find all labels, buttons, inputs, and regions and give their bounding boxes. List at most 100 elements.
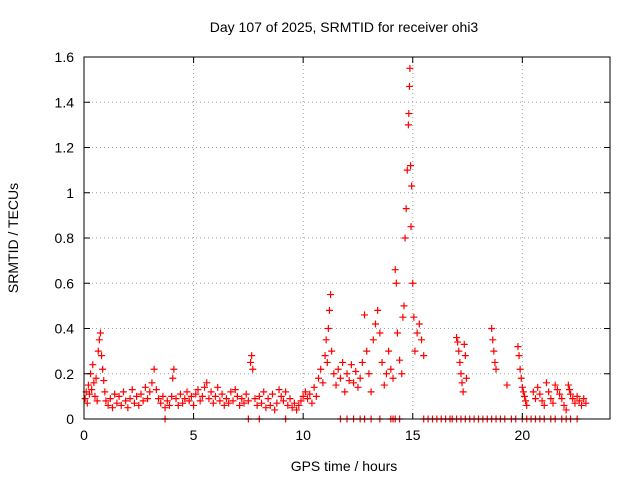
data-point	[328, 347, 336, 355]
data-point	[155, 395, 163, 403]
data-point	[161, 404, 169, 412]
data-point	[92, 374, 100, 382]
data-point	[411, 347, 419, 355]
data-point	[458, 379, 466, 387]
data-point	[569, 395, 577, 403]
data-point	[214, 383, 222, 391]
data-point	[90, 379, 98, 387]
data-point	[102, 397, 110, 405]
data-point	[251, 395, 259, 403]
y-tick-label: 1.4	[55, 94, 75, 110]
data-point	[573, 392, 581, 400]
data-point	[266, 401, 274, 409]
data-point	[91, 392, 99, 400]
data-point	[111, 390, 119, 398]
data-point	[293, 406, 301, 414]
data-point	[403, 166, 411, 174]
x-tick-label: 10	[295, 427, 311, 443]
data-point	[84, 381, 92, 389]
data-point	[181, 395, 189, 403]
x-axis-label: GPS time / hours	[291, 458, 398, 474]
grid	[84, 57, 610, 419]
data-point	[545, 388, 553, 396]
data-point	[148, 379, 156, 387]
data-point	[194, 386, 202, 394]
data-point	[99, 365, 107, 373]
data-point	[94, 347, 102, 355]
data-point	[222, 395, 230, 403]
data-point	[361, 311, 369, 319]
x-tick-label: 5	[190, 427, 198, 443]
data-point	[187, 392, 195, 400]
data-point	[85, 390, 93, 398]
x-tick-label: 15	[405, 427, 421, 443]
data-point	[418, 336, 426, 344]
data-point	[315, 374, 323, 382]
data-point	[358, 358, 366, 366]
data-point	[565, 386, 573, 394]
y-tick-labels: 0 0.2 0.4 0.6 0.8 1 1.2 1.4 1.6	[55, 49, 75, 427]
data-point	[264, 395, 272, 403]
data-point	[229, 397, 237, 405]
data-point	[387, 365, 395, 373]
data-point	[268, 390, 276, 398]
data-point	[190, 401, 198, 409]
data-point	[540, 401, 548, 409]
data-point	[371, 320, 379, 328]
data-series	[81, 64, 590, 423]
data-point	[286, 395, 294, 403]
data-point	[310, 383, 318, 391]
data-point	[575, 397, 583, 405]
data-point	[460, 340, 468, 348]
data-point	[249, 365, 257, 373]
y-tick-label: 0.2	[55, 366, 75, 382]
data-point	[297, 397, 305, 405]
data-point	[341, 388, 349, 396]
y-tick-label: 1.6	[55, 49, 75, 65]
data-point	[212, 392, 219, 400]
data-point	[170, 365, 178, 373]
data-point	[83, 399, 91, 407]
data-point	[290, 399, 298, 407]
data-point	[260, 388, 268, 396]
data-point	[323, 358, 331, 366]
data-point	[407, 162, 415, 170]
data-point	[521, 392, 529, 400]
data-point	[89, 361, 97, 369]
data-point	[491, 358, 499, 366]
data-point	[408, 182, 416, 190]
data-point	[352, 367, 360, 375]
data-point	[227, 388, 235, 396]
data-point	[207, 388, 215, 396]
data-point	[108, 404, 116, 412]
data-point	[203, 379, 211, 387]
data-point	[454, 338, 462, 346]
data-point	[165, 401, 173, 409]
data-point	[410, 313, 418, 321]
data-point	[93, 397, 101, 405]
data-point	[350, 379, 358, 387]
data-point	[122, 397, 130, 405]
data-point	[334, 365, 342, 373]
data-point	[376, 329, 384, 337]
data-point	[392, 279, 400, 287]
data-point	[488, 325, 496, 332]
data-point	[522, 397, 530, 405]
data-point	[413, 329, 421, 337]
y-tick-label: 0.4	[55, 321, 75, 337]
data-point	[453, 334, 461, 342]
data-point	[456, 358, 464, 366]
data-point	[553, 386, 561, 394]
data-point	[519, 388, 527, 396]
y-axis-label: SRMTID / TECUs	[5, 183, 21, 293]
data-point	[284, 401, 292, 409]
data-point	[354, 383, 362, 391]
data-point	[523, 401, 531, 409]
data-point	[322, 336, 330, 344]
data-point	[88, 386, 96, 394]
y-tick-label: 0	[66, 411, 74, 427]
data-point	[536, 390, 544, 398]
data-point	[367, 388, 375, 396]
data-point	[130, 399, 138, 407]
data-point	[201, 383, 209, 391]
